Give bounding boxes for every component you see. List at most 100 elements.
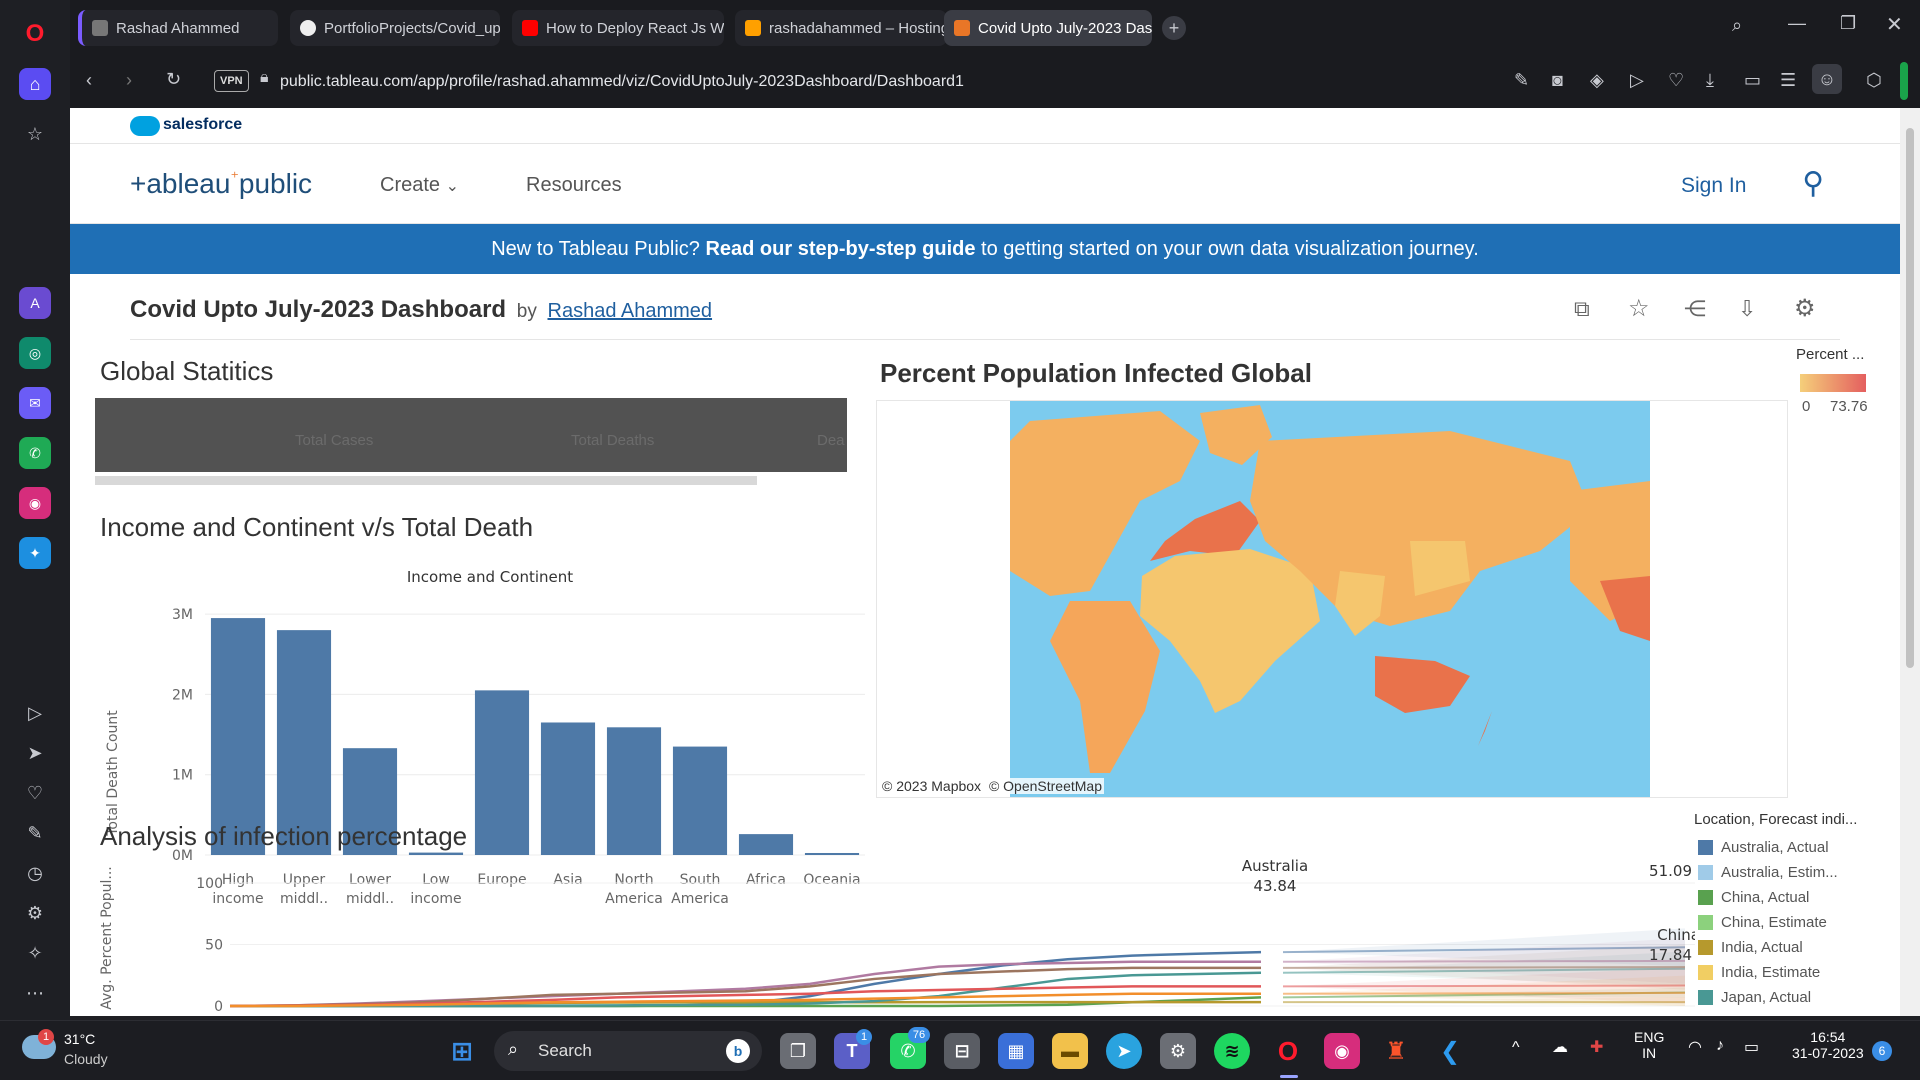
heart-icon[interactable]: ♡ [26, 782, 44, 803]
bar[interactable] [210, 618, 266, 855]
tray-overflow-icon[interactable]: ^ [1512, 1039, 1520, 1056]
tab-firebase[interactable]: rashadahammed – Hosting [735, 10, 947, 46]
reload-icon[interactable]: ↻ [166, 69, 182, 89]
url-field[interactable]: public.tableau.com/app/profile/rashad.ah… [280, 73, 964, 90]
map-south-asia[interactable] [1335, 571, 1385, 636]
telegram-icon[interactable]: ➤ [1106, 1033, 1142, 1069]
bar[interactable] [342, 748, 398, 855]
banner-guide-link[interactable]: Read our step-by-step guide [705, 238, 976, 260]
calculator-icon[interactable]: ⊟ [944, 1033, 980, 1069]
line-series-estimate[interactable] [1282, 959, 1686, 963]
play-icon[interactable]: ▷ [1630, 70, 1644, 90]
lock-icon[interactable]: 🔒︎ [260, 69, 269, 86]
vscode-icon[interactable]: ❮ [1439, 1037, 1461, 1065]
tray-app-icon[interactable]: ✚ [1590, 1039, 1604, 1056]
chatgpt-icon[interactable]: ◎ [19, 337, 51, 369]
edit-icon[interactable]: ✎ [27, 822, 43, 843]
line-series-actual[interactable] [230, 950, 1262, 1008]
page-scrollbar[interactable] [1900, 108, 1920, 1016]
bookmarks-star-icon[interactable]: ☆ [26, 123, 44, 144]
osm-attribution[interactable]: © OpenStreetMap [988, 778, 1102, 794]
bar[interactable] [276, 630, 332, 855]
volume-icon[interactable]: ♪ [1716, 1037, 1724, 1054]
snapshot-edit-icon[interactable]: ✎ [1514, 70, 1530, 90]
history-icon[interactable]: ◷ [27, 862, 43, 883]
map-europe[interactable] [1150, 501, 1260, 561]
line-series-estimate[interactable] [1282, 946, 1686, 954]
windows-start-icon[interactable]: ⊞ [451, 1035, 473, 1066]
whatsapp-icon[interactable]: ✆ [19, 437, 51, 469]
nav-resources[interactable]: Resources [526, 174, 622, 196]
line-series-estimate[interactable] [1282, 991, 1686, 995]
file-explorer-icon[interactable]: ▬ [1052, 1033, 1088, 1069]
back-icon[interactable]: ‹ [86, 70, 92, 90]
nav-create[interactable]: Create ⌄ [380, 174, 459, 197]
brave-icon[interactable]: ♜ [1385, 1037, 1407, 1065]
new-tab-plus-icon[interactable]: + [1162, 16, 1186, 40]
instagram-icon[interactable]: ◉ [19, 487, 51, 519]
tab-youtube[interactable]: How to Deploy React Js W [512, 10, 724, 46]
world-map[interactable] [1010, 401, 1650, 797]
easy-setup-icon[interactable]: ☰ [1780, 70, 1797, 90]
legend-item[interactable]: India, Estimate [1698, 960, 1838, 985]
spotify-icon[interactable]: ≋ [1214, 1033, 1250, 1069]
tab-github[interactable]: PortfolioProjects/Covid_up [290, 10, 500, 46]
map-china[interactable] [1410, 541, 1470, 596]
search-icon[interactable]: ⚲ [1802, 167, 1824, 200]
tableau-public-logo[interactable]: +ableau⁺public [130, 168, 312, 200]
settings-gear-icon[interactable]: ⚙ [26, 902, 44, 923]
salesforce-label[interactable]: salesforce [163, 116, 243, 133]
bar[interactable] [474, 690, 530, 855]
tab-tableau[interactable]: Covid Upto July-2023 Das [944, 10, 1152, 46]
language-indicator[interactable]: ENG IN [1634, 1029, 1664, 1061]
bar[interactable] [408, 852, 464, 855]
bar[interactable] [738, 834, 794, 855]
sign-in-link[interactable]: Sign In [1681, 174, 1747, 197]
home-icon[interactable]: ⌂ [19, 68, 51, 100]
settings-taskbar-icon[interactable]: ⚙ [1160, 1033, 1196, 1069]
download-icon[interactable]: ⤓ [1706, 70, 1714, 90]
messenger-icon[interactable]: ✉ [19, 387, 51, 419]
legend-item[interactable]: China, Actual [1698, 885, 1838, 910]
camera-icon[interactable]: ◙ [1552, 70, 1563, 90]
heart-outline-icon[interactable]: ♡ [1668, 70, 1685, 90]
battery-saver-icon[interactable]: ▭ [1744, 70, 1762, 90]
notification-badge[interactable]: 6 [1872, 1041, 1892, 1061]
more-dots-icon[interactable]: ⋯ [26, 982, 44, 1003]
twitter-icon[interactable]: ✦ [19, 537, 51, 569]
line-series-estimate[interactable] [1282, 984, 1686, 988]
player-icon[interactable]: ▷ [28, 702, 42, 723]
legend-item[interactable]: Australia, Estim... [1698, 860, 1838, 885]
bar[interactable] [672, 746, 728, 855]
instagram-taskbar-icon[interactable]: ◉ [1324, 1033, 1360, 1069]
bar[interactable] [540, 722, 596, 855]
opera-taskbar-icon[interactable]: O [1277, 1035, 1299, 1066]
legend-item[interactable]: Japan, Actual [1698, 985, 1838, 1010]
map-south-america[interactable] [1050, 601, 1160, 773]
map-new-zealand[interactable] [1478, 711, 1492, 746]
line-series-actual[interactable] [230, 992, 1261, 1008]
map-asia[interactable] [1250, 431, 1590, 626]
send-icon[interactable]: ➤ [27, 742, 43, 763]
map-greenland[interactable] [1200, 405, 1272, 465]
map-australia[interactable] [1375, 656, 1470, 713]
bar[interactable] [804, 852, 860, 855]
wifi-icon[interactable]: ◠ [1688, 1039, 1702, 1056]
legend-item[interactable]: India, Actual [1698, 935, 1838, 960]
line-series-estimate[interactable] [1282, 966, 1686, 969]
viz-author-link[interactable]: Rashad Ahammed [547, 300, 713, 322]
extensions-cube-icon[interactable]: ⬡ [1866, 70, 1882, 90]
opera-logo-icon[interactable]: O [25, 20, 45, 47]
account-icon[interactable]: ☺ [1812, 64, 1842, 94]
search-tabs-icon[interactable]: ⌕ [1732, 15, 1743, 35]
map-africa[interactable] [1140, 549, 1320, 713]
store-icon[interactable]: ▦ [998, 1033, 1034, 1069]
forward-icon[interactable]: › [126, 70, 132, 90]
battery-icon[interactable]: ▭ [1744, 1039, 1760, 1056]
close-window-icon[interactable]: ✕ [1886, 14, 1903, 36]
minimize-icon[interactable]: — [1788, 13, 1806, 33]
download-viz-icon[interactable]: ⇩ [1738, 296, 1757, 321]
mapbox-attribution[interactable]: © 2023 Mapbox [882, 778, 982, 794]
tips-bulb-icon[interactable]: ✧ [27, 942, 43, 963]
bar[interactable] [606, 727, 662, 855]
